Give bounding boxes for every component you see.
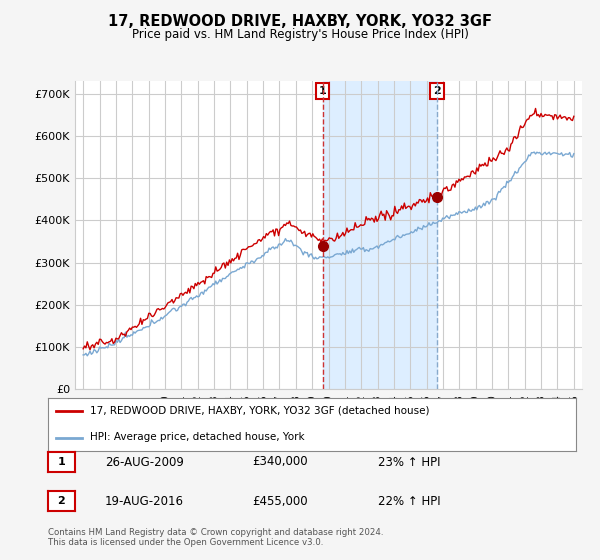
Text: 1: 1 [319, 86, 326, 96]
Bar [323, 81, 437, 389]
Text: 1: 1 [58, 457, 65, 467]
Text: Contains HM Land Registry data © Crown copyright and database right 2024.
This d: Contains HM Land Registry data © Crown c… [48, 528, 383, 547]
Text: £455,000: £455,000 [252, 494, 308, 508]
Text: 17, REDWOOD DRIVE, HAXBY, YORK, YO32 3GF (detached house): 17, REDWOOD DRIVE, HAXBY, YORK, YO32 3GF… [90, 406, 430, 416]
Text: 19-AUG-2016: 19-AUG-2016 [105, 494, 184, 508]
Text: 26-AUG-2009: 26-AUG-2009 [105, 455, 184, 469]
Text: 2: 2 [58, 496, 65, 506]
Text: £340,000: £340,000 [252, 455, 308, 469]
Text: 22% ↑ HPI: 22% ↑ HPI [378, 494, 440, 508]
Text: HPI: Average price, detached house, York: HPI: Average price, detached house, York [90, 432, 305, 442]
Text: 2: 2 [433, 86, 441, 96]
Text: Price paid vs. HM Land Registry's House Price Index (HPI): Price paid vs. HM Land Registry's House … [131, 28, 469, 41]
Text: 17, REDWOOD DRIVE, HAXBY, YORK, YO32 3GF: 17, REDWOOD DRIVE, HAXBY, YORK, YO32 3GF [108, 14, 492, 29]
Text: 23% ↑ HPI: 23% ↑ HPI [378, 455, 440, 469]
